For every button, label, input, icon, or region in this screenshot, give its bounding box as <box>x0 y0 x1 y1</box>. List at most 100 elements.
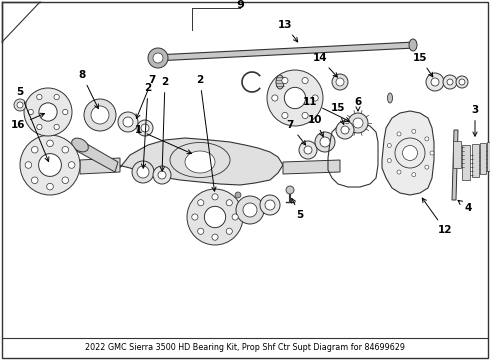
Circle shape <box>148 48 168 68</box>
Text: 7: 7 <box>136 75 156 118</box>
Circle shape <box>37 94 42 100</box>
Circle shape <box>302 112 308 118</box>
Circle shape <box>63 109 68 114</box>
Text: 2: 2 <box>160 77 169 171</box>
Circle shape <box>158 171 166 179</box>
Circle shape <box>137 166 149 178</box>
Circle shape <box>265 200 275 210</box>
Circle shape <box>425 165 429 169</box>
Text: 6: 6 <box>354 97 362 111</box>
Circle shape <box>282 112 288 118</box>
Circle shape <box>336 121 354 139</box>
Circle shape <box>260 195 280 215</box>
Circle shape <box>348 113 368 133</box>
Circle shape <box>232 214 238 220</box>
Ellipse shape <box>185 151 215 173</box>
Circle shape <box>132 161 154 183</box>
Text: 5: 5 <box>16 87 49 161</box>
Circle shape <box>212 194 218 200</box>
Circle shape <box>54 124 59 130</box>
Text: 12: 12 <box>422 198 452 235</box>
Circle shape <box>14 99 26 111</box>
Circle shape <box>397 132 401 136</box>
Circle shape <box>192 214 198 220</box>
Text: 16: 16 <box>11 113 45 130</box>
Circle shape <box>332 74 348 90</box>
Circle shape <box>243 203 257 217</box>
Circle shape <box>47 140 53 147</box>
Circle shape <box>284 87 306 109</box>
Circle shape <box>302 77 308 84</box>
Polygon shape <box>452 130 458 200</box>
Circle shape <box>39 103 57 121</box>
Circle shape <box>68 162 75 168</box>
Circle shape <box>236 196 264 224</box>
Circle shape <box>204 206 225 228</box>
Circle shape <box>299 141 317 159</box>
Circle shape <box>197 200 204 206</box>
Polygon shape <box>115 138 283 185</box>
Polygon shape <box>283 160 340 174</box>
Circle shape <box>304 146 312 154</box>
Circle shape <box>412 129 416 133</box>
Circle shape <box>226 228 232 234</box>
Text: 1: 1 <box>134 125 192 154</box>
Circle shape <box>443 75 457 89</box>
Circle shape <box>431 78 439 86</box>
Ellipse shape <box>402 145 417 161</box>
Ellipse shape <box>409 39 417 51</box>
Circle shape <box>153 53 163 63</box>
Polygon shape <box>75 140 118 172</box>
Circle shape <box>47 183 53 190</box>
Polygon shape <box>80 158 120 174</box>
Polygon shape <box>487 142 490 171</box>
Circle shape <box>187 189 243 245</box>
Text: 15: 15 <box>331 103 345 124</box>
Polygon shape <box>155 42 415 61</box>
Text: 8: 8 <box>78 70 98 108</box>
Circle shape <box>118 112 138 132</box>
Circle shape <box>62 147 69 153</box>
Circle shape <box>17 102 23 108</box>
Ellipse shape <box>388 93 392 103</box>
Circle shape <box>28 109 33 114</box>
Circle shape <box>137 120 153 136</box>
Text: 7: 7 <box>286 120 306 145</box>
Circle shape <box>31 147 38 153</box>
Text: 4: 4 <box>458 201 472 213</box>
Circle shape <box>425 137 429 141</box>
Circle shape <box>31 177 38 184</box>
Circle shape <box>272 95 278 101</box>
Text: 2: 2 <box>142 83 151 168</box>
Ellipse shape <box>276 75 284 89</box>
Circle shape <box>62 177 69 184</box>
Text: 15: 15 <box>413 53 433 77</box>
Text: 5: 5 <box>292 198 304 220</box>
Circle shape <box>459 79 465 85</box>
Circle shape <box>312 95 318 101</box>
Polygon shape <box>382 111 434 195</box>
Circle shape <box>286 186 294 194</box>
Circle shape <box>267 70 323 126</box>
Text: 2022 GMC Sierra 3500 HD Bearing Kit, Prop Shf Ctr Supt Diagram for 84699629: 2022 GMC Sierra 3500 HD Bearing Kit, Pro… <box>85 343 405 352</box>
Circle shape <box>456 76 468 88</box>
Circle shape <box>387 144 392 148</box>
Text: 13: 13 <box>278 20 298 42</box>
Circle shape <box>39 154 61 176</box>
Circle shape <box>430 151 434 155</box>
Circle shape <box>123 117 133 127</box>
Circle shape <box>353 118 363 128</box>
Circle shape <box>91 106 109 124</box>
Text: 10: 10 <box>308 115 323 136</box>
Circle shape <box>387 158 392 162</box>
Circle shape <box>54 94 59 100</box>
Circle shape <box>141 124 149 132</box>
Circle shape <box>226 200 232 206</box>
Circle shape <box>320 137 330 147</box>
Circle shape <box>336 78 344 86</box>
Circle shape <box>426 73 444 91</box>
Circle shape <box>153 166 171 184</box>
Polygon shape <box>453 141 461 168</box>
Polygon shape <box>480 143 486 174</box>
Circle shape <box>282 77 288 84</box>
